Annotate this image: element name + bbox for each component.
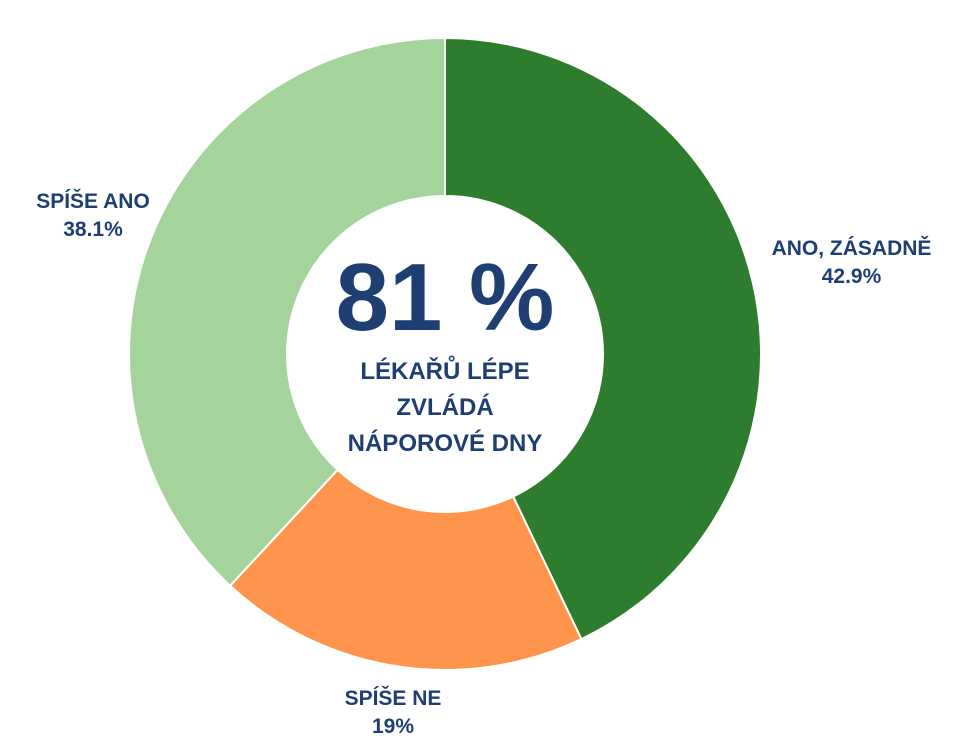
slice-category-label: SPÍŠE ANO — [36, 190, 150, 213]
slice-category-label: SPÍŠE NE — [344, 687, 442, 710]
slice-label-ano-zasadne: ANO, ZÁSADNĚ 42.9% — [744, 235, 959, 291]
slice-category-label: ANO, ZÁSADNĚ — [771, 237, 932, 260]
donut-slice-2 — [228, 468, 583, 671]
slice-label-spise-ne: SPÍŠE NE 19% — [308, 685, 478, 741]
slice-value-label: 19% — [371, 715, 415, 738]
center-caption-line-1: LÉKAŘŮ LÉPE — [360, 358, 530, 385]
donut-slice-3 — [128, 36, 446, 588]
center-value: 81 % — [335, 244, 555, 351]
donut-slice-1 — [444, 36, 762, 641]
center-caption: LÉKAŘŮ LÉPE ZVLÁDÁ NÁPOROVÉ DNY — [300, 354, 590, 462]
slice-value-label: 38.1% — [63, 218, 123, 241]
center-caption-line-2: ZVLÁDÁ — [396, 394, 494, 421]
slice-value-label: 42.9% — [821, 265, 882, 288]
center-caption-line-3: NÁPOROVÉ DNY — [347, 430, 543, 457]
slice-label-spise-ano: SPÍŠE ANO 38.1% — [8, 188, 178, 244]
